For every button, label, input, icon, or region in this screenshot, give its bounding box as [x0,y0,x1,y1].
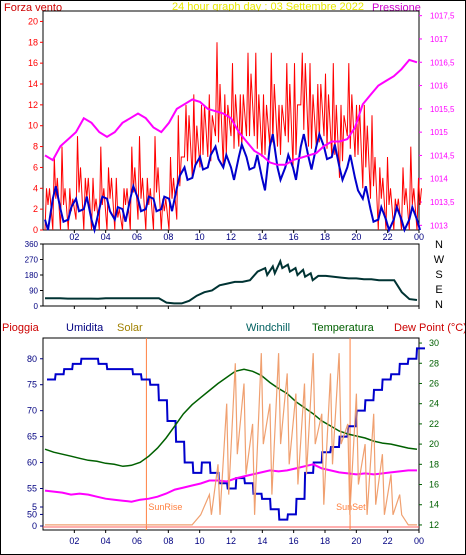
legend-dewpoint: Dew Point (°C) [394,322,466,334]
temp-tick-label: 16 [429,480,439,490]
series-dew-point-c- [44,463,417,503]
pressure-line [44,58,418,166]
hum-x-tick-label: 14 [257,536,267,546]
compass-label: E [435,284,442,296]
temp-tick-label: 20 [429,439,439,449]
wind-mean-line [44,130,421,234]
hum-x-tick-label: 08 [163,536,173,546]
sunset-label: SunSet [336,502,366,512]
hum-x-tick-label: 20 [351,536,361,546]
legend-pioggia: Pioggia [2,322,40,334]
temp-tick-label: 24 [429,399,439,409]
y-right-tick-label: 1017 [430,35,448,44]
x-tick-label: 02 [69,232,79,242]
y-left-tick-label: 18 [28,37,38,47]
y-right-tick-label: 1016 [430,82,448,91]
hum-x-tick-label: 04 [101,536,111,546]
hum-x-tick-label: 00 [414,536,424,546]
hum-tick-label: 60 [27,458,37,468]
wind-direction-line [45,258,418,305]
hum-x-tick-label: 16 [289,536,299,546]
hum-tick-label: 75 [27,380,37,390]
y-left-tick-label: 12 [28,100,38,110]
y-left-tick-label: 14 [28,79,38,89]
x-tick-label: 12 [226,232,236,242]
wind-direction-panel [42,243,420,307]
dir-tick-label: 180 [25,271,39,280]
compass-label: N [435,239,443,251]
x-tick-label: 04 [101,232,111,242]
hum-tick-label: 0 [32,521,37,531]
x-tick-label: 20 [351,232,361,242]
date-label: 24 hour graph day : 03 Settembre 2022 [172,1,364,13]
series-temperatura [44,368,418,468]
compass-label: S [435,269,442,281]
dir-tick-label: 90 [29,287,38,296]
hum-x-tick-label: 06 [132,536,142,546]
hum-x-tick-label: 18 [320,536,330,546]
y-left-tick-label: 2 [33,204,38,214]
hum-tick-label: 55 [27,483,37,493]
legend-umidita: Umidita [66,322,104,334]
y-left-tick-label: 16 [28,58,38,68]
series-solar [45,353,417,526]
sunrise-label: SunRise [148,502,182,512]
y-left-tick-label: 0 [33,225,38,235]
x-tick-label: 00 [414,232,424,242]
temp-tick-label: 22 [429,419,439,429]
x-tick-label: 10 [195,232,205,242]
dir-tick-label: 0 [34,302,39,311]
x-tick-label: 18 [320,232,330,242]
hum-x-tick-label: 10 [195,536,205,546]
x-tick-label: 22 [383,232,393,242]
y-left-tick-label: 20 [28,16,38,26]
y-right-tick-label: 1017,5 [430,12,455,21]
y-left-tick-label: 6 [33,162,38,172]
y-right-tick-label: 1013 [430,221,448,230]
y-right-tick-label: 1014,5 [430,151,455,160]
x-tick-label: 08 [163,232,173,242]
y-left-tick-label: 8 [33,142,38,152]
hum-tick-label: 5 [32,502,37,512]
temp-tick-label: 30 [429,338,439,348]
y-right-tick-label: 1013,5 [430,198,455,207]
temp-tick-label: 12 [429,520,439,530]
y-left-tick-label: 10 [28,121,38,131]
y-right-tick-label: 1014 [430,175,448,184]
temp-tick-label: 14 [429,500,439,510]
hum-x-tick-label: 22 [383,536,393,546]
compass-label: N [435,299,443,311]
hum-tick-label: 80 [27,354,37,364]
series-umidita [47,347,425,521]
hum-tick-label: 70 [27,406,37,416]
hum-tick-label: 50 [27,509,37,519]
compass-label: W [434,254,445,266]
y-right-tick-label: 1015 [430,128,448,137]
hum-x-tick-label: 02 [69,536,79,546]
x-tick-label: 06 [132,232,142,242]
legend-solar: Solar [117,322,143,334]
hum-x-tick-label: 12 [226,536,236,546]
y-right-tick-label: 1015,5 [430,105,455,114]
x-tick-label: 16 [289,232,299,242]
y-right-tick-label: 1016,5 [430,58,455,67]
temp-tick-label: 28 [429,358,439,368]
temp-tick-label: 18 [429,459,439,469]
dir-tick-label: 360 [25,240,39,249]
dir-tick-label: 270 [25,256,39,265]
temp-tick-label: 26 [429,378,439,388]
legend-windchill: Windchill [246,322,290,334]
x-tick-label: 14 [257,232,267,242]
hum-tick-label: 65 [27,432,37,442]
y-left-tick-label: 4 [33,183,38,193]
legend-temperatura: Temperatura [312,322,375,334]
